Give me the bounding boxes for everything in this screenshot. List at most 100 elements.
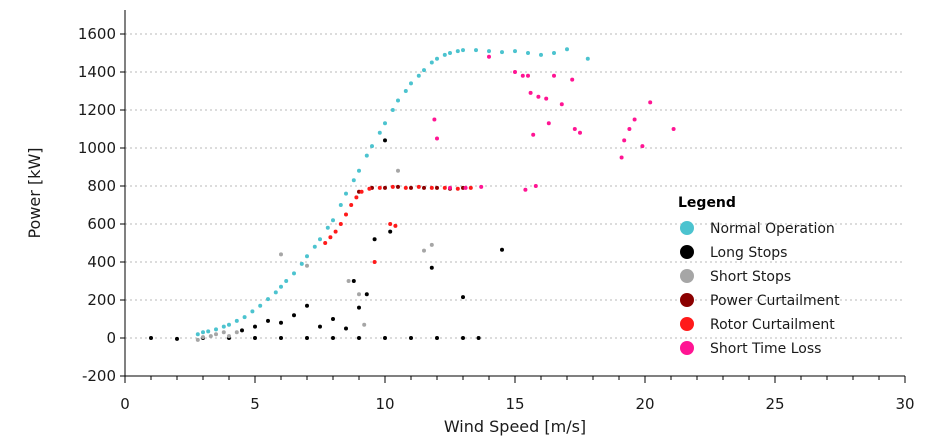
data-point — [266, 318, 270, 323]
data-point — [325, 225, 330, 230]
data-point — [520, 73, 525, 78]
data-point — [627, 127, 632, 131]
data-point — [292, 313, 296, 318]
data-point — [221, 330, 226, 335]
data-point — [279, 320, 283, 325]
data-point — [149, 336, 153, 340]
data-point — [422, 68, 426, 73]
data-point — [442, 52, 447, 57]
data-point — [390, 108, 395, 112]
data-point — [461, 48, 465, 53]
data-points — [149, 47, 676, 342]
data-point — [409, 336, 413, 340]
data-point — [214, 332, 218, 337]
data-point — [351, 178, 356, 183]
data-point — [305, 263, 309, 268]
data-point — [234, 318, 239, 323]
data-point — [338, 203, 343, 207]
data-point — [461, 295, 465, 300]
data-point — [344, 212, 348, 217]
x-tick-label: 10 — [375, 395, 394, 413]
data-point — [455, 186, 460, 191]
data-point — [383, 138, 387, 143]
series-short-time-loss — [432, 54, 676, 192]
data-point — [266, 297, 270, 302]
data-point — [435, 136, 439, 141]
data-point — [487, 54, 491, 59]
data-point — [331, 317, 335, 321]
data-point — [500, 50, 504, 55]
y-tick-label: 1400 — [78, 63, 116, 81]
data-point — [416, 184, 421, 189]
data-point — [528, 90, 533, 95]
data-point — [195, 332, 200, 337]
data-point — [422, 185, 426, 190]
data-point — [648, 100, 653, 105]
data-point — [372, 260, 377, 264]
data-point — [377, 185, 382, 190]
y-tick-label: 1200 — [78, 101, 116, 119]
data-point — [357, 336, 361, 340]
data-point — [258, 303, 263, 308]
data-point — [536, 94, 541, 99]
data-point — [429, 265, 434, 270]
legend-label: Normal Operation — [710, 221, 835, 237]
data-point — [396, 98, 400, 103]
y-tick-label: 0 — [106, 329, 116, 347]
x-axis-label: Wind Speed [m/s] — [444, 417, 586, 436]
data-point — [429, 242, 434, 247]
data-point — [393, 223, 398, 228]
data-point — [409, 185, 413, 190]
data-point — [240, 328, 244, 333]
data-point — [461, 336, 465, 340]
data-point — [221, 324, 226, 329]
legend-label: Long Stops — [710, 245, 787, 261]
data-point — [422, 248, 426, 253]
data-point — [448, 185, 452, 190]
data-point — [279, 336, 283, 340]
data-point — [383, 185, 387, 190]
data-point — [242, 315, 247, 320]
data-point — [403, 185, 408, 190]
data-point — [463, 185, 468, 190]
data-point — [305, 336, 309, 340]
data-point — [388, 229, 393, 234]
data-point — [201, 335, 205, 340]
data-point — [396, 184, 400, 189]
data-point — [273, 290, 278, 295]
data-point — [544, 96, 549, 101]
data-point — [578, 130, 582, 135]
data-point — [552, 73, 556, 78]
data-point — [476, 336, 481, 340]
legend-label: Short Time Loss — [710, 341, 821, 357]
data-point — [383, 121, 387, 126]
data-point — [640, 144, 645, 149]
y-tick-label: 400 — [87, 253, 116, 271]
data-point — [175, 336, 179, 341]
data-point — [253, 324, 257, 329]
data-point — [546, 121, 551, 126]
legend: Legend Normal Operation Long Stops Short S… — [678, 195, 840, 357]
data-point — [292, 271, 296, 276]
data-point — [455, 49, 460, 54]
data-point — [305, 254, 309, 259]
data-point — [234, 330, 239, 335]
data-point — [559, 102, 564, 107]
data-point — [388, 222, 393, 226]
data-point — [201, 330, 205, 335]
data-point — [312, 244, 317, 249]
data-point — [359, 189, 364, 194]
data-point — [206, 329, 211, 334]
data-point — [331, 218, 335, 223]
series-normal-operation — [195, 47, 590, 337]
data-point — [429, 185, 434, 190]
data-point — [409, 81, 413, 86]
legend-marker — [680, 245, 694, 259]
data-point — [552, 51, 556, 55]
data-point — [372, 237, 377, 242]
data-point — [622, 138, 627, 143]
data-point — [364, 153, 369, 158]
data-point — [338, 222, 343, 226]
